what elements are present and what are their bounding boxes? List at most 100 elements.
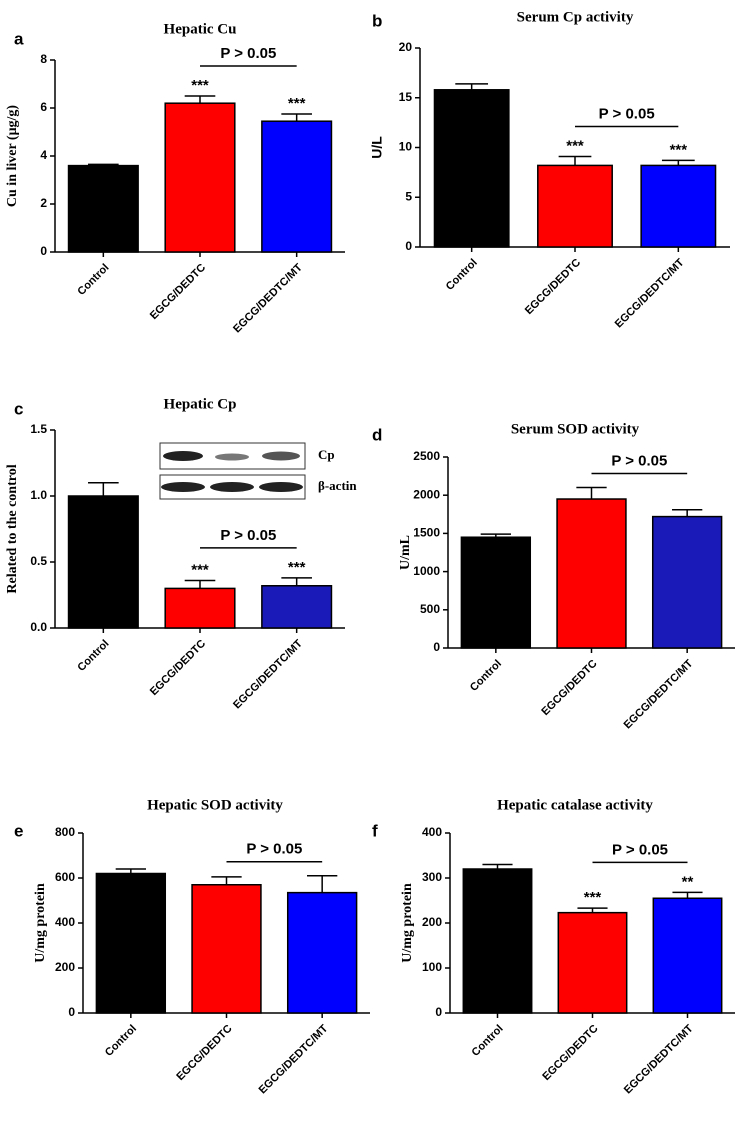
y-tick-label: 200 <box>55 960 75 974</box>
blot-band <box>210 482 254 492</box>
y-tick-label: 1500 <box>413 526 440 540</box>
panel-letter: e <box>14 821 23 840</box>
y-tick-label: 0.0 <box>30 620 47 634</box>
x-tick-label: Control <box>75 638 111 674</box>
bar <box>191 884 262 1014</box>
y-tick-label: 800 <box>55 825 75 839</box>
panel: a Hepatic Cu Cu in liver (μg/g) 0 2 4 6 8 Contro… <box>5 21 345 335</box>
annotation: P > 0.05 <box>220 45 276 62</box>
y-axis-label: U/mg protein <box>400 883 415 963</box>
panel-letter: b <box>372 11 382 30</box>
blot-inset: Cp β-actin <box>159 442 357 500</box>
y-tick-label: 6 <box>40 100 47 114</box>
significance-label: *** <box>584 889 602 906</box>
y-axis-label: U/mg protein <box>33 883 48 963</box>
annotation: P > 0.05 <box>599 105 655 122</box>
y-tick-label: 8 <box>40 52 47 66</box>
blot-label: Cp <box>318 447 335 462</box>
bar <box>261 585 333 629</box>
panel-letter: c <box>14 399 23 418</box>
bar <box>67 495 139 629</box>
panel: b Serum Cp activity U/L 0 5 10 15 20 Control EGCG… <box>369 9 730 330</box>
bar <box>652 897 723 1014</box>
y-tick-label: 500 <box>420 602 440 616</box>
bar <box>640 164 717 248</box>
y-tick-label: 200 <box>422 915 442 929</box>
x-tick-label: EGCG/DEDTC <box>174 1023 234 1083</box>
bar <box>164 587 236 629</box>
y-tick-label: 1.5 <box>30 422 47 436</box>
bar <box>537 164 613 248</box>
y-tick-label: 100 <box>422 960 442 974</box>
y-tick-label: 400 <box>55 915 75 929</box>
significance-label: ** <box>682 873 694 890</box>
y-tick-label: 0 <box>433 640 440 654</box>
y-tick-label: 2 <box>40 196 47 210</box>
y-tick-label: 400 <box>422 825 442 839</box>
panel-letter: a <box>14 29 24 48</box>
bar <box>462 868 533 1014</box>
blot-band <box>161 482 205 492</box>
chart-title: Hepatic SOD activity <box>147 797 283 813</box>
y-tick-label: 10 <box>399 140 413 154</box>
y-axis-label: U/L <box>369 136 385 159</box>
blot-band <box>262 451 300 461</box>
bar <box>286 891 358 1014</box>
significance-label: *** <box>566 137 584 154</box>
blot-label: β-actin <box>318 478 357 493</box>
x-tick-label: Control <box>103 1023 139 1059</box>
x-tick-label: Control <box>468 658 504 694</box>
x-tick-label: EGCG/DEDTC/MT <box>231 261 305 335</box>
y-tick-label: 0.5 <box>30 554 47 568</box>
bar <box>95 872 167 1014</box>
x-tick-label: EGCG/DEDTC <box>523 257 583 317</box>
y-tick-label: 15 <box>399 90 413 104</box>
x-tick-label: EGCG/DEDTC <box>540 1023 600 1083</box>
chart-title: Serum SOD activity <box>511 421 640 437</box>
y-tick-label: 600 <box>55 870 75 884</box>
bar <box>67 164 139 253</box>
x-tick-label: EGCG/DEDTC/MT <box>257 1022 331 1096</box>
x-tick-label: EGCG/DEDTC/MT <box>231 637 305 711</box>
y-tick-label: 0 <box>40 244 47 258</box>
y-tick-label: 1000 <box>413 564 440 578</box>
significance-label: *** <box>670 141 688 158</box>
significance-label: *** <box>191 561 209 578</box>
y-axis-label: Cu in liver (μg/g) <box>5 105 20 208</box>
bar <box>557 911 628 1014</box>
y-tick-label: 0 <box>68 1005 75 1019</box>
y-tick-label: 20 <box>399 40 413 54</box>
x-tick-label: EGCG/DEDTC/MT <box>622 657 696 731</box>
y-tick-label: 2000 <box>413 487 440 501</box>
x-tick-label: EGCG/DEDTC/MT <box>622 1022 696 1096</box>
annotation: P > 0.05 <box>246 841 302 858</box>
chart-title: Serum Cp activity <box>517 9 634 25</box>
x-tick-label: EGCG/DEDTC <box>148 638 208 698</box>
x-tick-label: Control <box>470 1023 506 1059</box>
y-axis-label: Related to the control <box>5 464 20 593</box>
chart-title: Hepatic catalase activity <box>497 797 653 813</box>
bar <box>433 89 510 248</box>
annotation: P > 0.05 <box>612 841 668 858</box>
significance-label: *** <box>288 95 306 112</box>
blot-band <box>163 451 203 461</box>
significance-label: *** <box>191 77 209 94</box>
chart-title: Hepatic Cp <box>164 396 237 412</box>
panel: d Serum SOD activity U/mL 0 500 1000 1500 2000 2… <box>372 421 735 731</box>
y-tick-label: 4 <box>40 148 47 162</box>
y-tick-label: 2500 <box>413 449 440 463</box>
x-tick-label: EGCG/DEDTC <box>539 658 599 718</box>
x-tick-label: EGCG/DEDTC <box>148 262 208 322</box>
bar <box>556 498 627 649</box>
blot-band <box>215 453 249 461</box>
panel: f Hepatic catalase activity U/mg protein 0 1… <box>372 797 735 1096</box>
panel-letter: d <box>372 425 382 444</box>
annotation: P > 0.05 <box>220 527 276 544</box>
y-tick-label: 300 <box>422 870 442 884</box>
x-tick-label: Control <box>75 262 111 298</box>
y-tick-label: 1.0 <box>30 488 47 502</box>
bar <box>261 120 333 253</box>
y-tick-label: 5 <box>405 189 412 203</box>
significance-label: *** <box>288 559 306 576</box>
